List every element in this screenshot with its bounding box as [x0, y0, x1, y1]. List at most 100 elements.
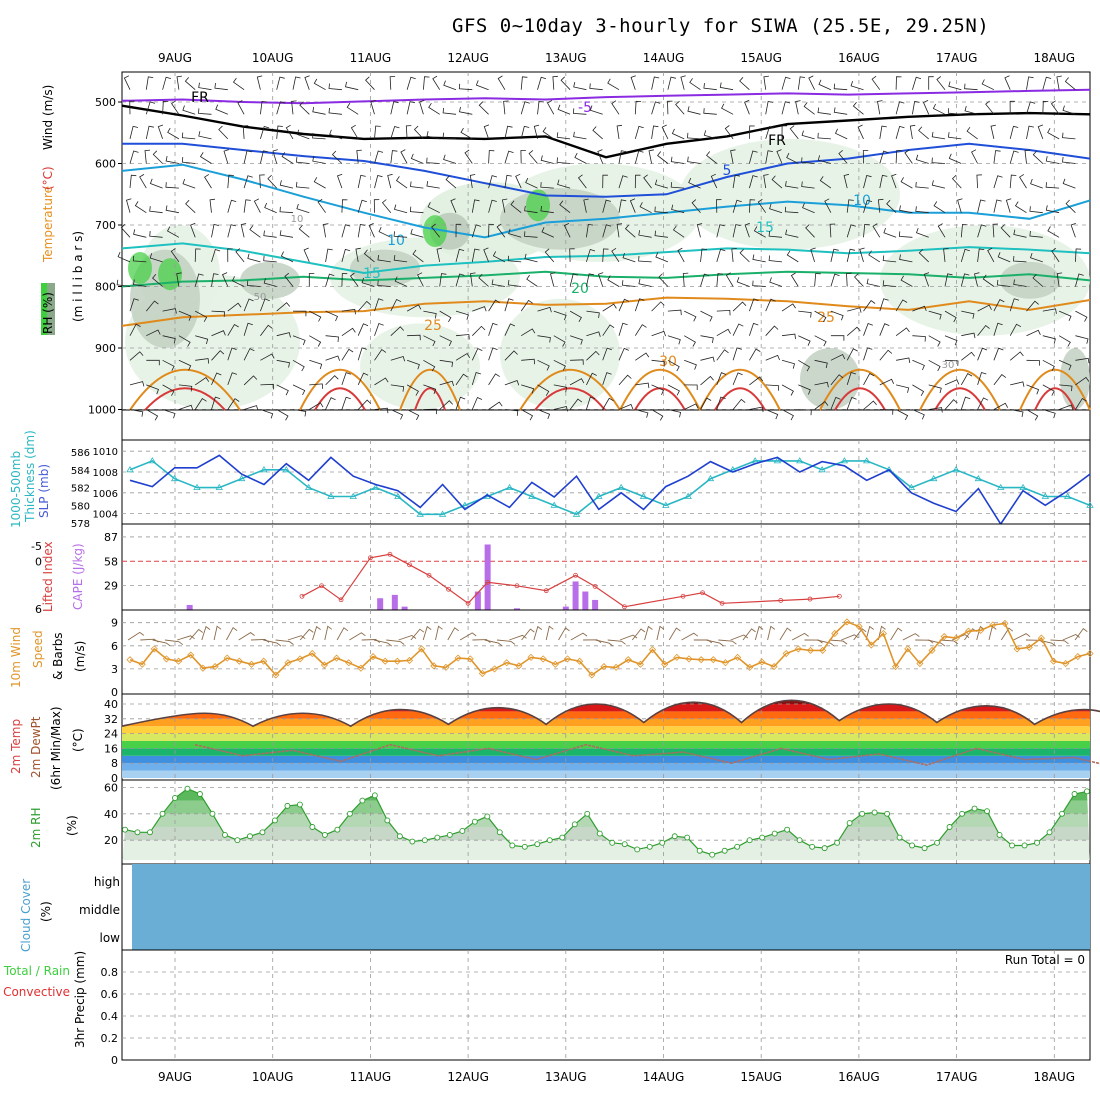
rh-band-0	[122, 840, 1090, 860]
chart-title: GFS 0~10day 3-hourly for SIWA (25.5E, 29…	[452, 15, 989, 37]
thickness-point-15	[461, 501, 469, 508]
temp2m-tick-8: 8	[111, 757, 118, 770]
rh2m-label: 2m RH	[29, 808, 43, 849]
wind-barb-696	[928, 335, 941, 347]
wind10m-label-b: Speed	[31, 630, 45, 668]
rh2m-point-56	[821, 845, 828, 852]
wind10m-point-2	[150, 645, 158, 653]
wind-barb-389	[570, 359, 584, 365]
wind-barb-294	[458, 83, 473, 91]
wind-barb-746	[993, 175, 1003, 189]
cape-bar-1	[377, 598, 384, 610]
wind10m-point-66	[928, 646, 936, 654]
wind-barb-391	[569, 398, 583, 410]
wind-barb-446	[635, 382, 650, 389]
wind-barb-14	[145, 76, 154, 90]
wind-barb-594	[805, 224, 815, 238]
wind-barb-11	[129, 351, 144, 361]
thickness-point-20	[572, 510, 581, 517]
wind-barb-591	[801, 157, 815, 164]
wind-barb-238	[406, 76, 416, 90]
wind-barb-56	[184, 77, 196, 91]
rh2m-point-17	[334, 826, 341, 833]
wind-barb-491	[687, 106, 701, 115]
wind-barb-388	[569, 335, 583, 345]
wind-barb-590	[801, 130, 815, 140]
wind-barb-412	[602, 224, 612, 238]
wind10m-barb-58	[841, 634, 859, 641]
lifted-point-5	[407, 562, 412, 568]
rh2m-point-64	[921, 845, 928, 852]
thickness-label-a: 1000-500mb	[9, 451, 23, 528]
precip-ticks: 0 0.2 0.4 0.6 0.8	[101, 966, 119, 1067]
wind-barb-755	[993, 402, 1009, 410]
rh2m-point-73	[1034, 839, 1040, 846]
wind-barb-354	[525, 177, 538, 189]
wind-barb-99	[237, 100, 245, 115]
wind10m-point-30	[490, 665, 499, 673]
wind-barb-136	[276, 332, 291, 338]
wind-barb-380	[556, 132, 571, 140]
wind-barb-508	[710, 173, 718, 189]
wind-barb-397	[583, 198, 589, 213]
thickness-point-18	[528, 492, 536, 499]
lifted-point-10	[514, 583, 520, 589]
rh2m-point-38	[596, 830, 603, 837]
wind-barb-34	[149, 231, 163, 238]
wind-barb-565	[769, 203, 783, 214]
wind10m-barb-26	[447, 627, 459, 641]
wind-barb-343	[507, 255, 522, 263]
wind-barb-529	[732, 347, 742, 361]
wind-barb-113	[260, 100, 268, 115]
wind-barb-451	[648, 149, 654, 164]
wind-barb-760	[1009, 174, 1017, 189]
wind-barb-439	[629, 198, 636, 213]
wind-barb-158	[295, 181, 310, 189]
wind-barb-583	[798, 310, 812, 318]
wind-barb-586	[798, 384, 811, 395]
wind-barb-45	[165, 156, 179, 164]
wind-barb-331	[504, 298, 514, 312]
wind-barb-519	[721, 103, 734, 115]
wind-barb-669	[896, 357, 911, 363]
temp2m-label-b: 2m DewPt	[29, 716, 43, 778]
wind-barb-433	[618, 403, 634, 410]
temp2m-tick-40: 40	[104, 698, 118, 711]
wind-barb-671	[895, 409, 909, 421]
contour-35-dome-3	[534, 387, 606, 411]
wind-barb-194	[341, 372, 351, 386]
cape-bar-4	[474, 591, 481, 610]
slp-series	[126, 454, 1094, 526]
wind10m-barb-49	[730, 634, 749, 641]
wind-barb-124	[260, 383, 274, 390]
wind-barb-578	[785, 181, 799, 189]
wind-barb-313	[488, 199, 497, 213]
wind-barb-107	[243, 298, 254, 312]
wind10m-point-33	[527, 653, 535, 661]
rh2m-point-32	[521, 843, 528, 850]
slp-thickness-panel: 1004 1006 1008 1010 578 580 582 584 586 1000-500…	[9, 430, 1094, 530]
wind-barb-227	[390, 150, 398, 164]
wind-barb-512	[716, 273, 724, 287]
thickness-point-37	[952, 466, 960, 473]
cape-label: CAPE (J/kg)	[71, 543, 85, 610]
thickness-point-1	[148, 457, 157, 464]
wind-barb-527	[732, 301, 747, 312]
wind-barb-608	[829, 223, 836, 238]
wind10m-label-c: & Barbs	[51, 632, 65, 680]
wind10m-point-22	[393, 657, 401, 665]
wind-barb-362	[537, 384, 550, 396]
rh2m-point-68	[971, 805, 978, 812]
wind-barb-137	[276, 359, 290, 368]
wind-barb-349	[521, 409, 534, 421]
wind-barb-1	[129, 100, 135, 115]
wind-barb-372	[550, 272, 556, 287]
wind-barb-90	[227, 224, 236, 238]
wind-barb-365	[546, 100, 555, 115]
contour-35-dome-2	[414, 387, 446, 411]
wind10m-barb-70	[988, 625, 997, 641]
wind-barb-334	[504, 379, 520, 386]
rh2m-point-47	[709, 851, 716, 858]
wind-barb-342	[508, 228, 522, 238]
wind-barb-284	[445, 175, 457, 189]
